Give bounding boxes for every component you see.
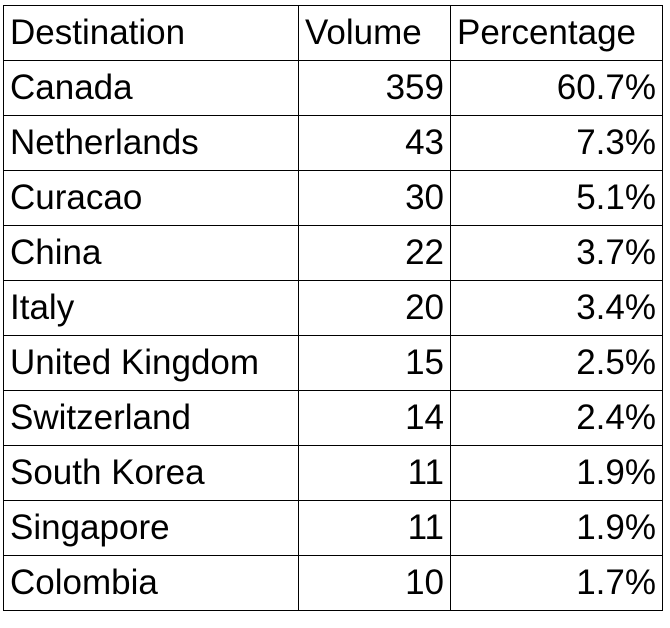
header-cell: Percentage: [450, 5, 663, 61]
table-row: Colombia 10 1.7%: [3, 555, 663, 611]
header-cell: Volume: [298, 5, 451, 61]
cell: United Kingdom: [3, 335, 299, 391]
cell: 43: [298, 115, 451, 171]
cell: 15: [298, 335, 451, 391]
table-row: China 22 3.7%: [3, 225, 663, 281]
cell: 1.9%: [450, 445, 663, 501]
cell: Canada: [3, 60, 299, 116]
cell: 2.5%: [450, 335, 663, 391]
table-row: Netherlands 43 7.3%: [3, 115, 663, 171]
cell: 60.7%: [450, 60, 663, 116]
header-row: Destination Volume Percentage: [3, 5, 663, 61]
cell: 11: [298, 500, 451, 556]
table-row: Curacao 30 5.1%: [3, 170, 663, 226]
cell: Switzerland: [3, 390, 299, 446]
cell: 30: [298, 170, 451, 226]
cell: 2.4%: [450, 390, 663, 446]
table-row: Singapore 11 1.9%: [3, 500, 663, 556]
header-cell: Destination: [3, 5, 299, 61]
cell: Singapore: [3, 500, 299, 556]
cell: 7.3%: [450, 115, 663, 171]
cell: 1.7%: [450, 555, 663, 611]
cell: Colombia: [3, 555, 299, 611]
cell: 3.4%: [450, 280, 663, 336]
cell: China: [3, 225, 299, 281]
table-row: Italy 20 3.4%: [3, 280, 663, 336]
cell: Italy: [3, 280, 299, 336]
data-table: Destination Volume Percentage Canada 359 60.7…: [3, 5, 663, 611]
cell: South Korea: [3, 445, 299, 501]
cell: Netherlands: [3, 115, 299, 171]
cell: 3.7%: [450, 225, 663, 281]
table-row: United Kingdom 15 2.5%: [3, 335, 663, 391]
cell: 5.1%: [450, 170, 663, 226]
cell: 22: [298, 225, 451, 281]
table-row: Switzerland 14 2.4%: [3, 390, 663, 446]
cell: 14: [298, 390, 451, 446]
cell: 10: [298, 555, 451, 611]
table-row: South Korea 11 1.9%: [3, 445, 663, 501]
table-row: Canada 359 60.7%: [3, 60, 663, 116]
cell: Curacao: [3, 170, 299, 226]
cell: 11: [298, 445, 451, 501]
cell: 359: [298, 60, 451, 116]
cell: 20: [298, 280, 451, 336]
cell: 1.9%: [450, 500, 663, 556]
